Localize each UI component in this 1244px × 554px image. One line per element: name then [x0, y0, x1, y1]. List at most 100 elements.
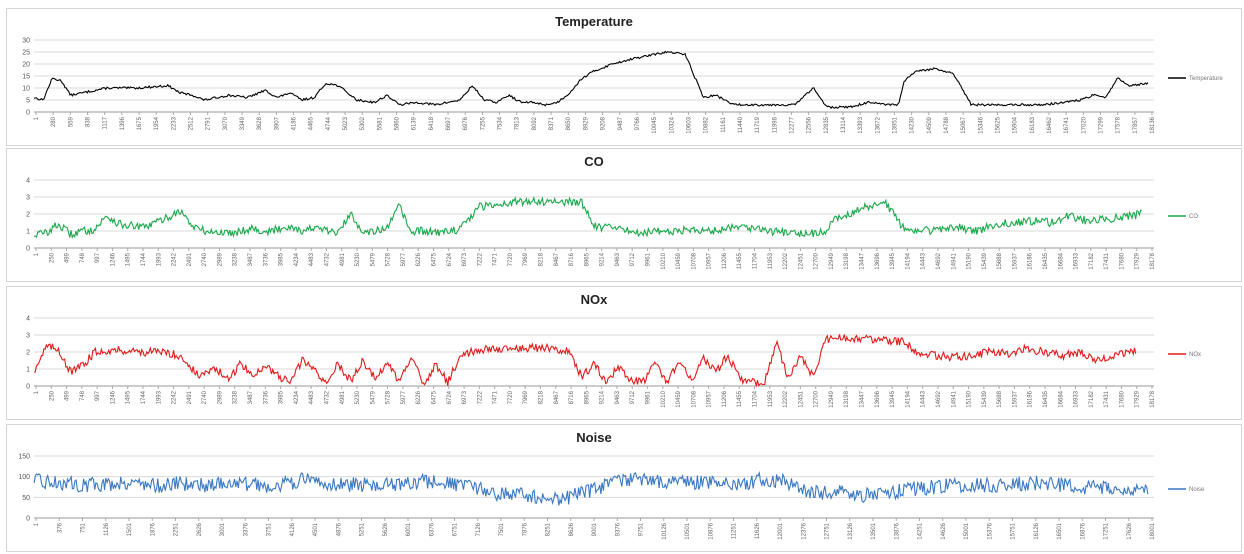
- x-tick-label: 9001: [592, 522, 598, 536]
- x-tick-label: 18178: [1150, 252, 1156, 269]
- x-tick-label: 10459: [676, 252, 682, 269]
- x-tick-label: 4126: [290, 522, 296, 536]
- x-tick-label: 13696: [875, 390, 881, 407]
- x-tick-label: 10045: [652, 116, 658, 133]
- x-tick-label: 6973: [462, 390, 468, 404]
- x-tick-label: 11704: [753, 252, 759, 269]
- x-tick-label: 4732: [324, 252, 330, 266]
- x-tick-label: 2989: [217, 252, 223, 266]
- x-tick-label: 11455: [737, 252, 743, 269]
- x-tick-label: 4483: [309, 252, 315, 266]
- x-tick-label: 9376: [615, 522, 621, 536]
- x-tick-label: 10708: [691, 390, 697, 407]
- x-tick-label: 11953: [768, 390, 774, 407]
- y-tick-label: 2: [26, 212, 30, 219]
- x-tick-label: 11719: [755, 116, 761, 133]
- series-line: [34, 196, 1142, 240]
- x-tick-label: 1: [34, 116, 40, 120]
- x-tick-label: 1: [34, 390, 40, 394]
- y-tick-label: 100: [18, 474, 30, 481]
- x-tick-label: 10882: [704, 116, 710, 133]
- x-tick-label: 1876: [150, 522, 156, 536]
- x-tick-label: 17431: [1104, 252, 1110, 269]
- series-line: [33, 334, 1137, 388]
- co-chart: CO 0 1 2 3 4 1 250 499 748 997 1246 1495 1744 1993 2242…: [6, 148, 1242, 282]
- x-tick-label: 10324: [669, 116, 675, 133]
- x-tick-label: 10957: [707, 252, 713, 269]
- x-tick-label: 17578: [1116, 116, 1122, 133]
- x-tick-label: 8965: [584, 390, 590, 404]
- x-tick-label: 15067: [961, 116, 967, 133]
- nox-chart: NOx 0 1 2 3 4 1 250 499 748 997 1246 1495 1744 1993 224…: [6, 286, 1242, 420]
- y-tick-label: 0: [26, 246, 30, 253]
- x-tick-label: 11251: [732, 522, 738, 539]
- x-tick-label: 997: [95, 390, 101, 401]
- x-tick-label: 7255: [480, 116, 486, 130]
- x-tick-label: 9487: [618, 116, 624, 130]
- x-tick-label: 16684: [1058, 252, 1064, 269]
- x-tick-label: 11953: [768, 252, 774, 269]
- x-tick-label: 6226: [416, 390, 422, 404]
- legend-label: Noise: [1189, 487, 1205, 493]
- y-tick-label: 3: [26, 195, 30, 202]
- y-tick-label: 15: [22, 74, 30, 81]
- x-tick-label: 15937: [1012, 252, 1018, 269]
- x-tick-label: 11998: [772, 116, 778, 133]
- x-tick-label: 14692: [936, 390, 942, 407]
- x-tick-label: 6724: [447, 252, 453, 266]
- x-tick-label: 7471: [493, 390, 499, 404]
- y-tick-label: 50: [22, 495, 30, 502]
- x-tick-label: 5581: [377, 116, 383, 130]
- x-tick-label: 8467: [554, 390, 560, 404]
- x-tick-label: 2989: [217, 390, 223, 404]
- x-tick-label: 4465: [309, 116, 315, 130]
- chart-frame: [6, 148, 1242, 282]
- x-tick-label: 3001: [220, 522, 226, 536]
- x-tick-label: 16183: [1030, 116, 1036, 133]
- x-tick-label: 15439: [982, 252, 988, 269]
- x-tick-label: 13126: [848, 522, 854, 539]
- x-tick-label: 15904: [1013, 116, 1019, 133]
- x-tick-label: 8650: [566, 116, 572, 130]
- x-tick-label: 9712: [630, 252, 636, 266]
- x-tick-label: 6697: [446, 116, 452, 130]
- x-tick-label: 13447: [860, 252, 866, 269]
- x-tick-label: 17929: [1135, 252, 1141, 269]
- x-tick-label: 3751: [267, 522, 273, 536]
- x-tick-label: 11626: [755, 522, 761, 539]
- x-tick-label: 2512: [189, 116, 195, 130]
- x-tick-label: 1246: [110, 252, 116, 266]
- x-tick-label: 6475: [431, 252, 437, 266]
- x-tick-label: 11206: [722, 390, 728, 407]
- chart-title: Noise: [576, 430, 611, 445]
- x-tick-label: 18136: [1150, 116, 1156, 133]
- x-tick-label: 7720: [508, 252, 514, 266]
- x-tick-label: 16126: [1034, 522, 1040, 539]
- x-tick-label: 3985: [279, 390, 285, 404]
- x-tick-label: 16684: [1058, 390, 1064, 407]
- x-tick-label: 1246: [110, 390, 116, 404]
- x-tick-label: 10126: [662, 522, 668, 539]
- x-tick-label: 3907: [274, 116, 280, 130]
- x-tick-label: 14788: [944, 116, 950, 133]
- x-tick-label: 16741: [1064, 116, 1070, 133]
- x-tick-label: 9463: [615, 390, 621, 404]
- x-tick-label: 1495: [126, 390, 132, 404]
- x-tick-label: 5728: [386, 252, 392, 266]
- x-tick-label: 6973: [462, 252, 468, 266]
- x-tick-label: 3349: [240, 116, 246, 130]
- x-tick-label: 3736: [263, 390, 269, 404]
- x-tick-label: 7501: [499, 522, 505, 536]
- x-tick-label: 13501: [871, 522, 877, 539]
- x-tick-label: 748: [80, 252, 86, 263]
- x-tick-label: 2251: [174, 522, 180, 536]
- x-tick-label: 13945: [890, 252, 896, 269]
- x-tick-label: 12202: [783, 252, 789, 269]
- x-tick-label: 10957: [707, 390, 713, 407]
- y-tick-label: 0: [26, 110, 30, 117]
- x-tick-label: 1117: [103, 116, 109, 129]
- x-tick-label: 6751: [453, 522, 459, 536]
- x-tick-label: 10501: [685, 522, 691, 539]
